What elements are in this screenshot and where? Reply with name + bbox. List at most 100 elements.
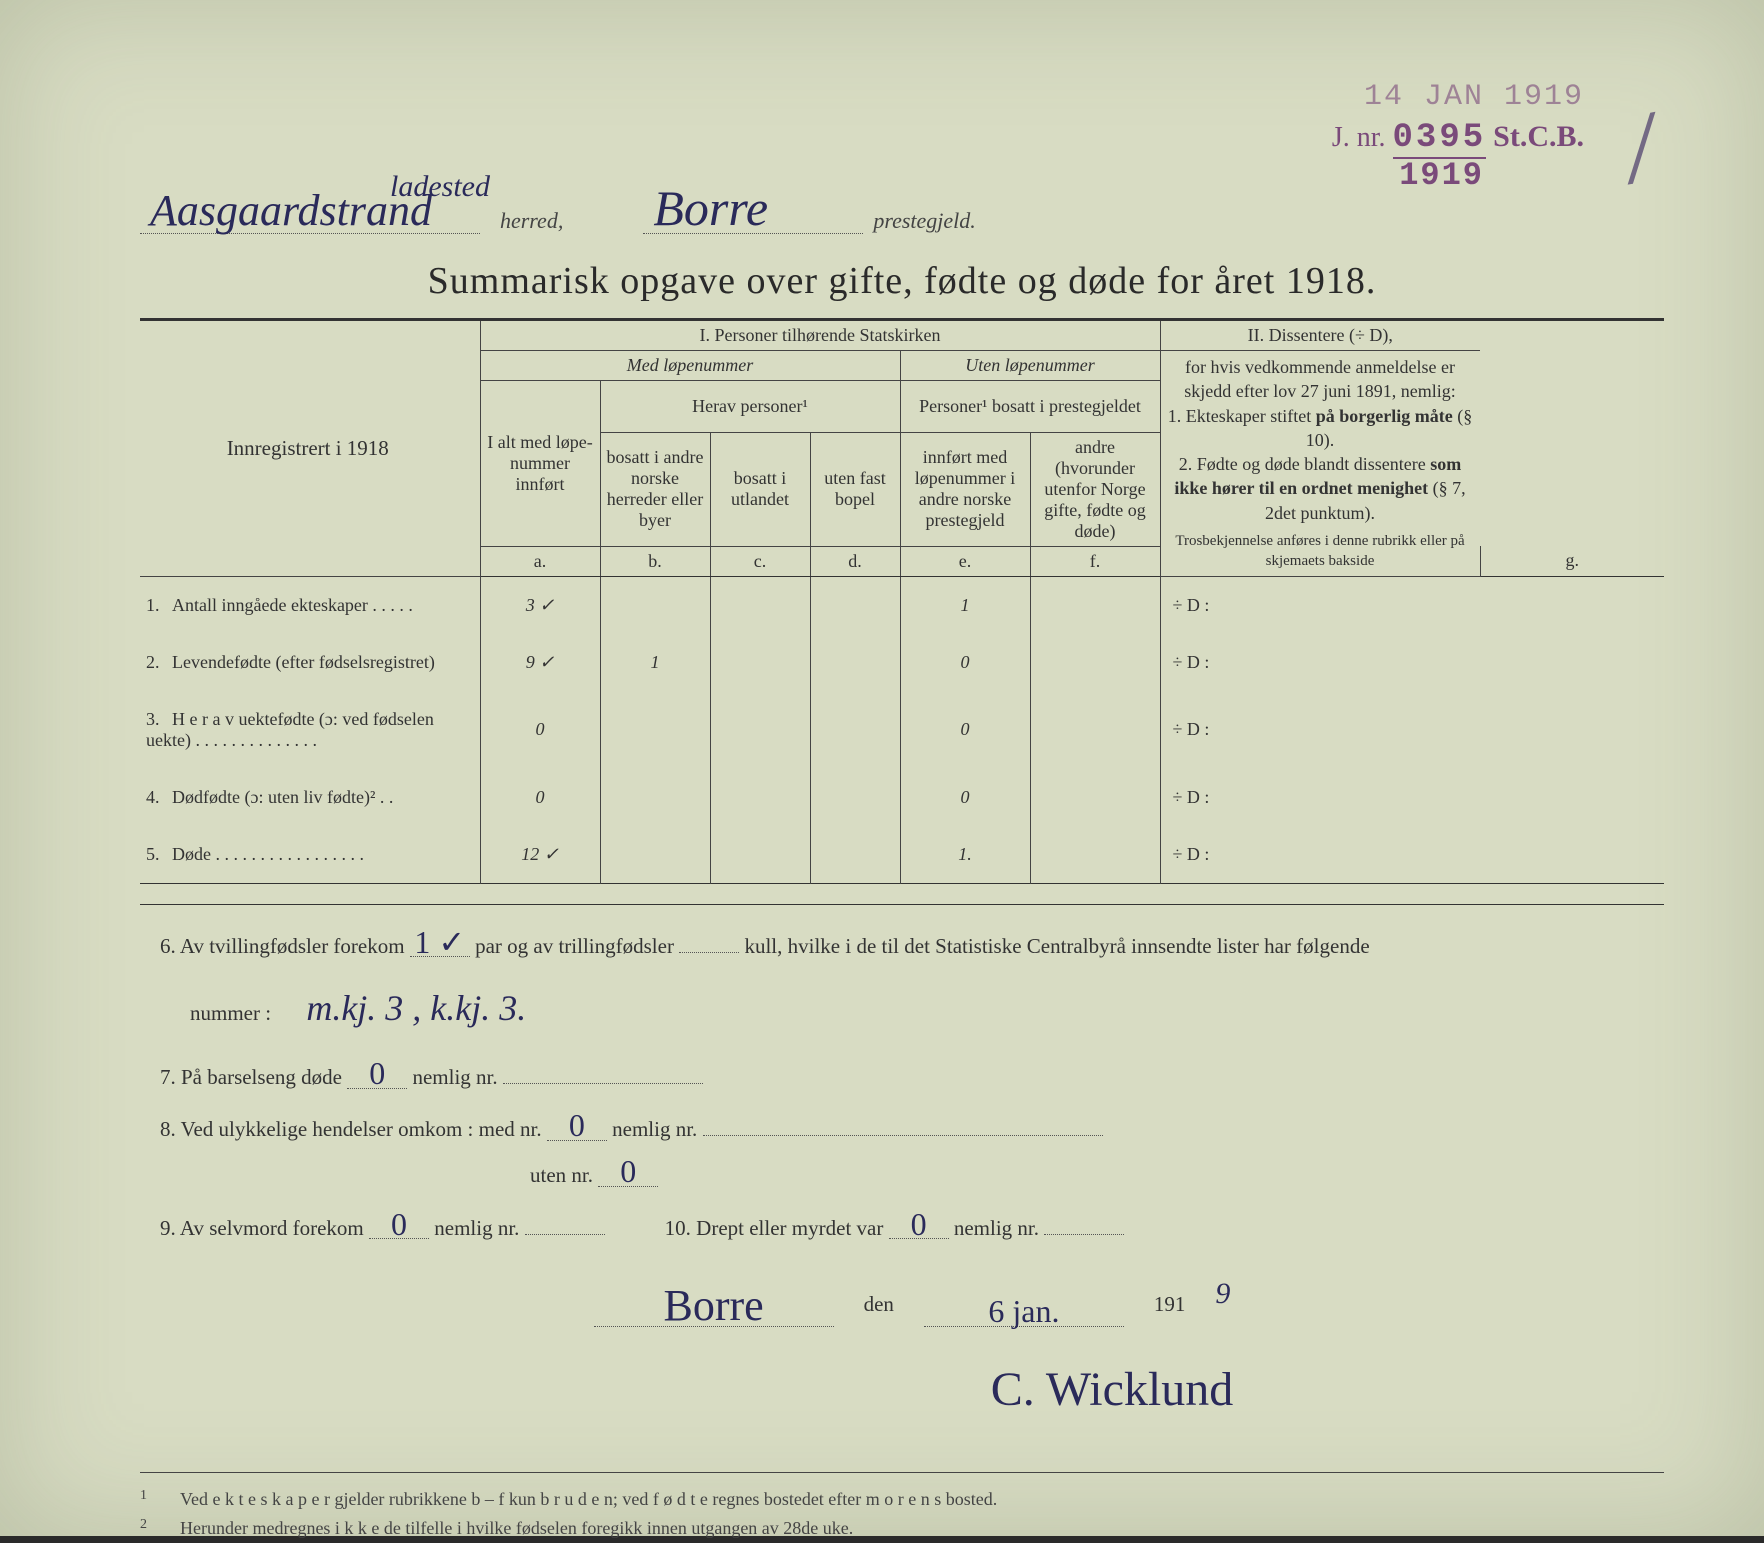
cell-f: [1030, 691, 1160, 769]
journal-number-line: J. nr. 0395 St.C.B.: [1332, 119, 1584, 157]
cell-d: [810, 769, 900, 826]
cell-d: [810, 576, 900, 634]
date-received-stamp: 14 JAN 1919: [1332, 80, 1584, 114]
table-row: 3.H e r a v uektefødte (ɔ: ved fødselen …: [140, 691, 1664, 769]
dissenter-item-2: 2. Fødte og døde blandt dissentere som i…: [1167, 452, 1474, 525]
col-letter-d: d.: [810, 546, 900, 576]
bottom-section: 6. Av tvillingfødsler forekom 1 ✓ par og…: [140, 904, 1664, 1443]
question-7: 7. På barselseng døde 0 nemlig nr.: [160, 1054, 1664, 1100]
col-letter-a: a.: [480, 546, 600, 576]
q6-handwritten: m.kj. 3 , k.kj. 3.: [306, 988, 526, 1028]
cell-f: [1030, 634, 1160, 691]
sub-uten: Uten løpenummer: [900, 351, 1160, 381]
dissenter-intro: for hvis vedkommende anmeldelse er skjed…: [1167, 355, 1474, 404]
cell-g: ÷ D :: [1160, 826, 1480, 884]
main-table: Innregistrert i 1918 I. Personer tilhøre…: [140, 318, 1664, 884]
q8-uten-value: 0: [598, 1157, 658, 1187]
personer-bosatt-header: Personer¹ bosatt i prestegjeldet: [900, 381, 1160, 433]
col-letter-e: e.: [900, 546, 1030, 576]
place-sup: ladested: [390, 170, 490, 204]
cell-b: [600, 769, 710, 826]
table-row: 5.Døde . . . . . . . . . . . . . . . . .…: [140, 826, 1664, 884]
footnote-1: 1Ved e k t e s k a p e r gjelder rubrikk…: [140, 1485, 1664, 1514]
jnr-number: 0395: [1393, 119, 1487, 159]
question-10: 10. Drept eller myrdet var 0 nemlig nr.: [665, 1205, 1125, 1251]
cell-e: 0: [900, 769, 1030, 826]
place-prestegjeld: Borre: [643, 183, 863, 234]
footnote-2: 2Herunder medregnes i k k e de tilfelle …: [140, 1514, 1664, 1543]
cell-f: [1030, 576, 1160, 634]
cell-e: 1.: [900, 826, 1030, 884]
cell-e: 1: [900, 576, 1030, 634]
label-prestegjeld: prestegjeld.: [873, 208, 975, 234]
row-label: 4.Dødfødte (ɔ: uten liv fødte)² . .: [140, 769, 480, 826]
stamp-area: 14 JAN 1919 J. nr. 0395 St.C.B. 1919: [1332, 80, 1584, 194]
question-9-10: 9. Av selvmord forekom 0 nemlig nr. 10. …: [160, 1205, 1664, 1251]
cell-b: [600, 826, 710, 884]
col-f-header: andre (hvorunder utenfor Norge gifte, fø…: [1030, 432, 1160, 546]
q9-value: 0: [369, 1210, 429, 1240]
cell-b: 1: [600, 634, 710, 691]
label-herred: herred,: [500, 208, 563, 234]
q6-twin-value: 1 ✓: [410, 928, 470, 958]
cell-b: [600, 691, 710, 769]
sub-med: Med løpenummer: [480, 351, 900, 381]
cell-d: [810, 691, 900, 769]
question-9: 9. Av selvmord forekom 0 nemlig nr.: [160, 1205, 605, 1251]
cell-c: [710, 769, 810, 826]
cell-a: 3 ✓: [480, 576, 600, 634]
row-label: 3.H e r a v uektefødte (ɔ: ved fødselen …: [140, 691, 480, 769]
document-title: Summarisk opgave over gifte, fødte og dø…: [140, 259, 1664, 303]
cell-d: [810, 634, 900, 691]
q7-nr: [503, 1083, 703, 1084]
signature-line: Borre den 6 jan. 1919: [160, 1261, 1664, 1327]
q10-value: 0: [889, 1210, 949, 1240]
sig-date: 6 jan.: [924, 1297, 1124, 1327]
question-8: 8. Ved ulykkelige hendelser omkom : med …: [160, 1106, 1664, 1198]
row-label: 1.Antall inngåede ekteskaper . . . . .: [140, 576, 480, 634]
cell-b: [600, 576, 710, 634]
dissenter-item-1: 1. Ekteskaper stiftet på borgerlig måte …: [1167, 404, 1474, 453]
dissenter-column: for hvis vedkommende anmeldelse er skjed…: [1160, 351, 1480, 577]
col-letter-g: g.: [1480, 546, 1664, 576]
cell-g: ÷ D :: [1160, 691, 1480, 769]
sig-place: Borre: [594, 1286, 834, 1327]
cell-c: [710, 826, 810, 884]
q7-value: 0: [347, 1059, 407, 1089]
cell-a: 12 ✓: [480, 826, 600, 884]
jnr-suffix: St.C.B.: [1493, 120, 1584, 153]
cell-a: 0: [480, 769, 600, 826]
cell-a: 0: [480, 691, 600, 769]
signature: C. Wicklund: [160, 1337, 1664, 1443]
q6-triplet-value: [679, 952, 739, 953]
table-body: 1.Antall inngåede ekteskaper . . . . . 3…: [140, 576, 1664, 883]
col-e-header: innført med løpenummer i andre norske pr…: [900, 432, 1030, 546]
col-a-header: I alt med løpe-nummer innført: [480, 381, 600, 547]
cell-g: ÷ D :: [1160, 769, 1480, 826]
cell-g: ÷ D :: [1160, 634, 1480, 691]
col-letter-c: c.: [710, 546, 810, 576]
row-label: 2.Levendefødte (efter fødselsregistret): [140, 634, 480, 691]
cell-g: ÷ D :: [1160, 576, 1480, 634]
q9-nr: [525, 1234, 605, 1235]
q10-nr: [1044, 1234, 1124, 1235]
cell-e: 0: [900, 691, 1030, 769]
cell-e: 0: [900, 634, 1030, 691]
section-2-header: II. Dissentere (÷ D),: [1160, 320, 1480, 351]
table-row: 2.Levendefødte (efter fødselsregistret) …: [140, 634, 1664, 691]
question-6: 6. Av tvillingfødsler forekom 1 ✓ par og…: [160, 923, 1664, 1048]
section-1-header: I. Personer tilhørende Statskirken: [480, 320, 1160, 351]
q8-nr: [703, 1135, 1103, 1136]
year-stamp: 1919: [1332, 157, 1484, 194]
jnr-prefix: J. nr.: [1332, 122, 1386, 153]
cell-c: [710, 576, 810, 634]
col-letter-b: b.: [600, 546, 710, 576]
cell-a: 9 ✓: [480, 634, 600, 691]
q8-med-value: 0: [547, 1111, 607, 1141]
cell-c: [710, 691, 810, 769]
col-letter-f: f.: [1030, 546, 1160, 576]
row-label: 5.Døde . . . . . . . . . . . . . . . . .: [140, 826, 480, 884]
cell-f: [1030, 769, 1160, 826]
table-row: 4.Dødfødte (ɔ: uten liv fødte)² . . 0 0 …: [140, 769, 1664, 826]
col-d-header: uten fast bopel: [810, 432, 900, 546]
